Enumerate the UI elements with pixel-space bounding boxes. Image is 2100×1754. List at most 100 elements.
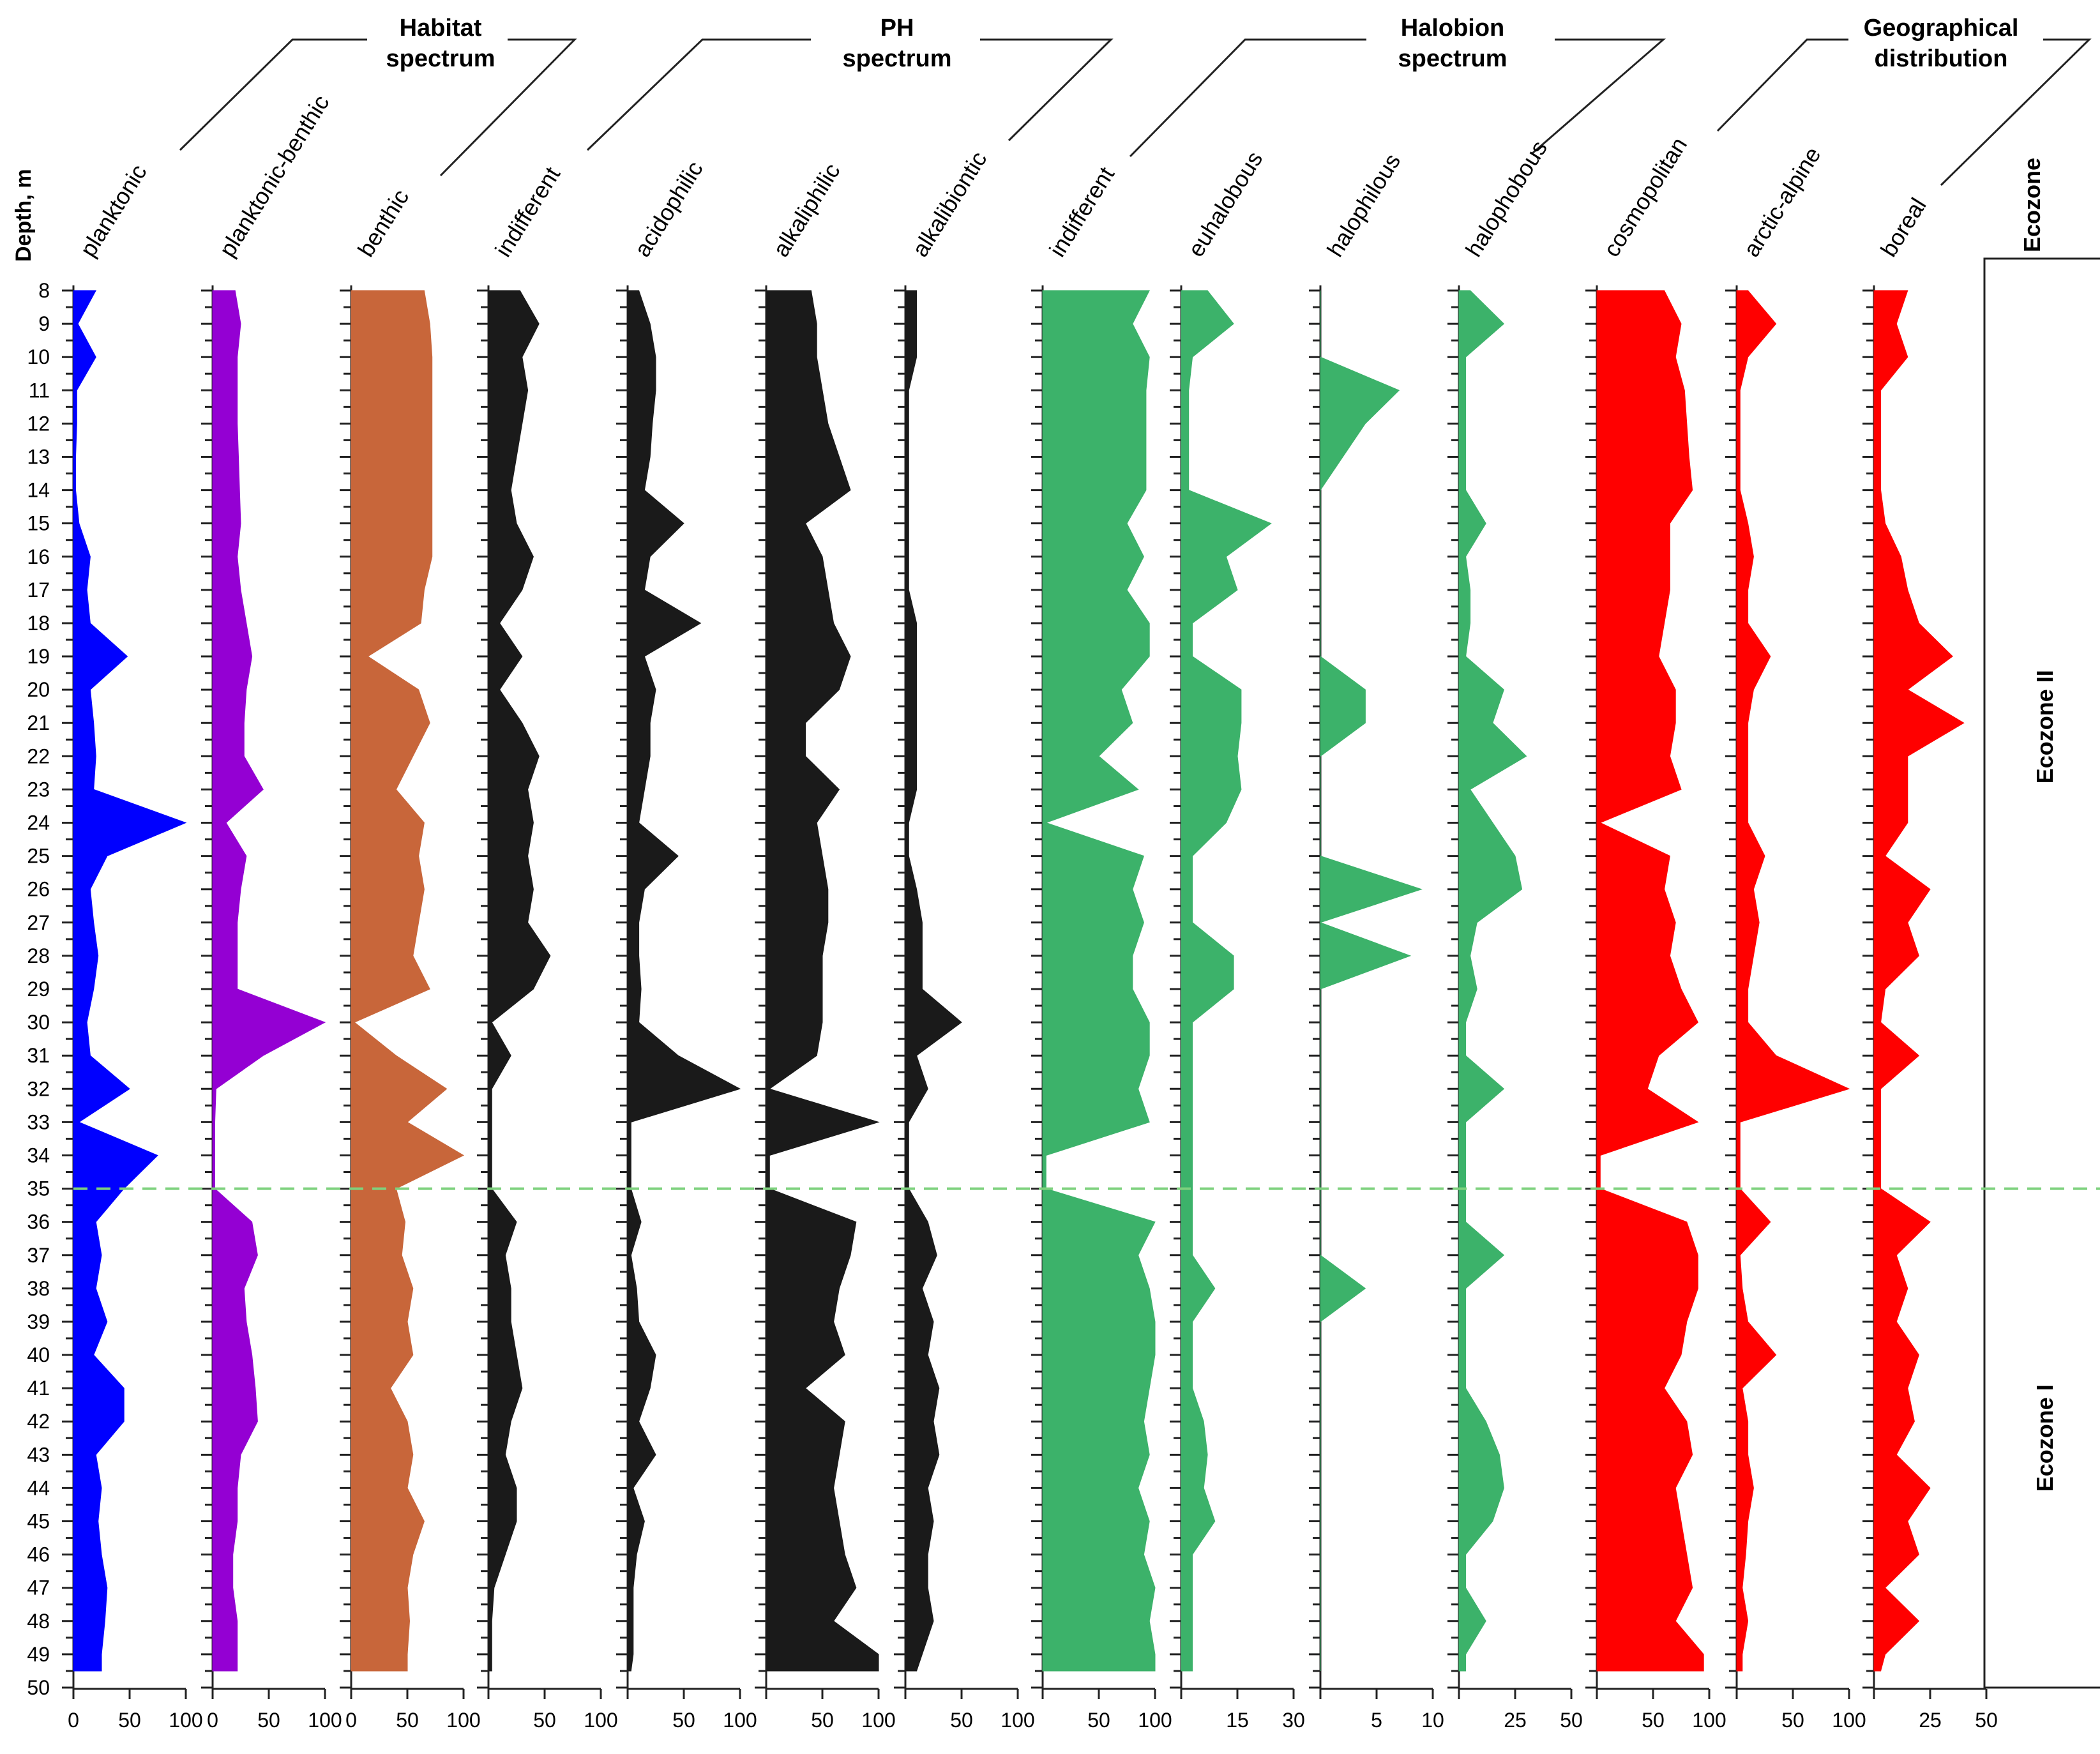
- group-title-line2: spectrum: [1398, 45, 1507, 72]
- column-title: benthic: [352, 185, 414, 261]
- depth-tick-label: 23: [27, 778, 50, 801]
- group-title-line2: distribution: [1875, 45, 2008, 72]
- depth-tick-label: 48: [27, 1610, 50, 1633]
- panel-boreal-13: 25 50 boreal: [1862, 193, 1998, 1732]
- depth-tick-label: 36: [27, 1211, 50, 1234]
- depth-tick-label: 32: [27, 1077, 50, 1100]
- depth-axis: Depth, m8 9 10 11 12 13 14 15 16 17 18 19 20 21 22 23 24…: [11, 169, 50, 1699]
- depth-axis-title: Depth, m: [11, 169, 36, 262]
- x-tick-label: 50: [1560, 1709, 1583, 1732]
- depth-tick-label: 15: [27, 512, 50, 535]
- depth-tick-label: 35: [27, 1177, 50, 1200]
- series-area-indifferent: [488, 290, 551, 1672]
- column-title: planktonic: [75, 160, 152, 261]
- ecozone-box: [1983, 257, 2100, 1689]
- panel-halophobous-10: 25 50 halophobous: [1447, 136, 1583, 1732]
- group-title-line2: spectrum: [386, 45, 495, 72]
- x-tick-label: 50: [950, 1709, 973, 1732]
- series-area-boreal: [1873, 290, 1965, 1672]
- group-header-3: Geographical distribution: [1716, 15, 2092, 186]
- depth-tick-label: 10: [27, 345, 50, 368]
- x-tick-label: 30: [1282, 1709, 1305, 1732]
- column-title: indifferent: [1044, 162, 1119, 261]
- x-tick-label: 0: [207, 1709, 218, 1732]
- depth-tick-label: 11: [29, 379, 50, 402]
- x-tick-label: 100: [861, 1709, 895, 1732]
- x-tick-label: 15: [1226, 1709, 1249, 1732]
- column-title: acidophilic: [629, 156, 708, 261]
- x-tick-label: 50: [1642, 1709, 1665, 1732]
- ecozone-column-title: Ecozone: [2019, 158, 2045, 252]
- panel-indifferent-7: 50 100 indifferent: [1031, 162, 1172, 1732]
- x-tick-label: 100: [584, 1709, 617, 1732]
- depth-tick-label: 20: [27, 678, 50, 701]
- column-title: boreal: [1875, 193, 1931, 262]
- series-area-alkalibiontic: [905, 290, 962, 1672]
- x-tick-label: 25: [1504, 1709, 1527, 1732]
- x-tick-label: 50: [118, 1709, 141, 1732]
- depth-tick-label: 46: [27, 1543, 50, 1566]
- depth-tick-label: 19: [27, 645, 50, 668]
- panel-planktonic-benthic-1: 0 50 100 planktonic-benthic: [201, 90, 342, 1732]
- x-tick-label: 25: [1919, 1709, 1942, 1732]
- depth-tick-label: 14: [27, 479, 50, 502]
- x-tick-label: 50: [811, 1709, 834, 1732]
- depth-tick-label: 18: [27, 612, 50, 635]
- group-title-line1: Habitat: [400, 15, 482, 42]
- column-title: cosmopolitan: [1598, 133, 1692, 262]
- depth-tick-label: 27: [27, 911, 50, 934]
- panel-planktonic-0: 0 50 100 planktonic: [62, 160, 203, 1732]
- series-area-planktonic: [73, 290, 187, 1672]
- depth-tick-label: 12: [27, 412, 50, 435]
- panel-halophilous-9: 5 10 halophilous: [1309, 149, 1444, 1732]
- group-title-line1: PH: [880, 15, 914, 42]
- series-area-halophobous: [1458, 290, 1527, 1672]
- series-area-benthic: [351, 290, 465, 1672]
- group-title-line1: Geographical: [1864, 15, 2019, 42]
- column-title: halophilous: [1322, 149, 1405, 261]
- depth-tick-label: 45: [27, 1510, 50, 1533]
- depth-tick-label: 13: [27, 445, 50, 468]
- column-title: alkaliphilic: [767, 158, 845, 261]
- depth-tick-label: 34: [27, 1144, 50, 1167]
- depth-tick-label: 8: [38, 279, 50, 302]
- group-title-line2: spectrum: [842, 45, 951, 72]
- panel-alkalibiontic-6: 50 100 alkalibiontic: [894, 147, 1035, 1732]
- column-title: arctic-alpine: [1738, 142, 1826, 261]
- leader-line-left: [1716, 38, 1848, 132]
- x-tick-label: 50: [1781, 1709, 1804, 1732]
- depth-tick-label: 28: [27, 944, 50, 967]
- depth-tick-label: 43: [27, 1443, 50, 1466]
- depth-tick-label: 39: [27, 1310, 50, 1333]
- series-area-euhalobous: [1181, 290, 1272, 1672]
- depth-tick-label: 16: [27, 545, 50, 568]
- depth-tick-label: 9: [38, 312, 50, 335]
- depth-tick-label: 30: [27, 1011, 50, 1034]
- depth-tick-label: 29: [27, 978, 50, 1001]
- leader-line-right: [439, 38, 577, 177]
- x-tick-label: 0: [345, 1709, 357, 1732]
- depth-tick-label: 17: [27, 578, 50, 601]
- x-tick-label: 50: [257, 1709, 280, 1732]
- x-tick-label: 100: [446, 1709, 480, 1732]
- column-title: indifferent: [490, 162, 565, 261]
- x-tick-label: 50: [533, 1709, 556, 1732]
- depth-tick-label: 31: [27, 1044, 50, 1067]
- x-tick-label: 100: [723, 1709, 757, 1732]
- series-area-cosmopolitan: [1596, 290, 1704, 1672]
- leader-line-left: [586, 38, 811, 151]
- column-title: euhalobous: [1182, 147, 1267, 262]
- panel-indifferent-3: 50 100 indifferent: [477, 162, 618, 1732]
- panel-benthic-2: 0 50 100 benthic: [340, 185, 481, 1732]
- depth-tick-label: 21: [27, 711, 50, 734]
- group-header-2: Halobion spectrum: [1129, 15, 1666, 158]
- x-tick-label: 50: [1087, 1709, 1110, 1732]
- panel-euhalobous-8: 15 30 euhalobous: [1170, 147, 1305, 1732]
- panel-arctic-alpine-12: 50 100 arctic-alpine: [1725, 142, 1866, 1732]
- depth-tick-label: 22: [27, 745, 50, 767]
- series-area-alkaliphilic: [766, 290, 880, 1672]
- x-tick-label: 5: [1371, 1709, 1382, 1732]
- depth-tick-label: 47: [27, 1576, 50, 1599]
- depth-tick-label: 40: [27, 1343, 50, 1366]
